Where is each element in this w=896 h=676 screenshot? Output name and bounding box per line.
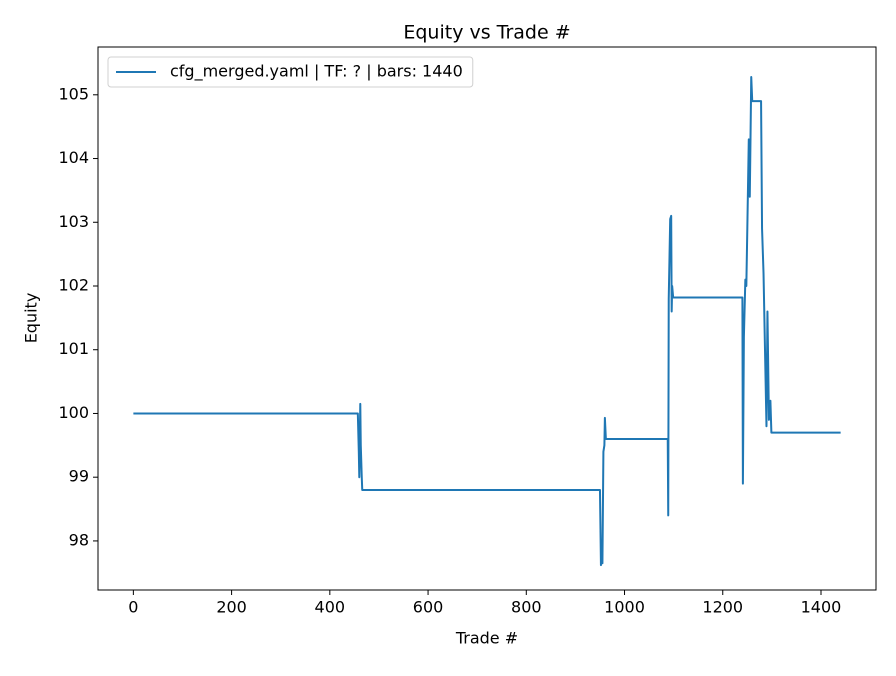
y-tick-label: 103 [58,212,89,231]
y-tick-label: 100 [58,403,89,422]
y-tick-label: 102 [58,275,89,294]
x-tick-label: 200 [216,598,247,617]
legend-box [107,56,474,88]
x-tick-label: 1200 [702,598,743,617]
x-tick-label: 600 [413,598,444,617]
x-axis-label: Trade # [455,629,518,648]
plot-frame [97,46,877,591]
legend-label: cfg_merged.yaml | TF: ? | bars: 1440 [170,62,463,82]
y-tick-label: 98 [69,530,89,549]
y-tick-label: 101 [58,339,89,358]
x-tick-label: 1400 [801,598,842,617]
x-tick-label: 800 [511,598,542,617]
y-tick-label: 105 [58,84,89,103]
chart-title: Equity vs Trade # [403,22,570,44]
x-tick-label: 400 [315,598,346,617]
y-tick-label: 104 [58,148,89,167]
y-tick-label: 99 [69,467,89,486]
x-tick-label: 0 [128,598,138,617]
y-axis-label: Equity [22,293,41,344]
line [133,75,841,567]
x-tick-label: 1000 [604,598,645,617]
